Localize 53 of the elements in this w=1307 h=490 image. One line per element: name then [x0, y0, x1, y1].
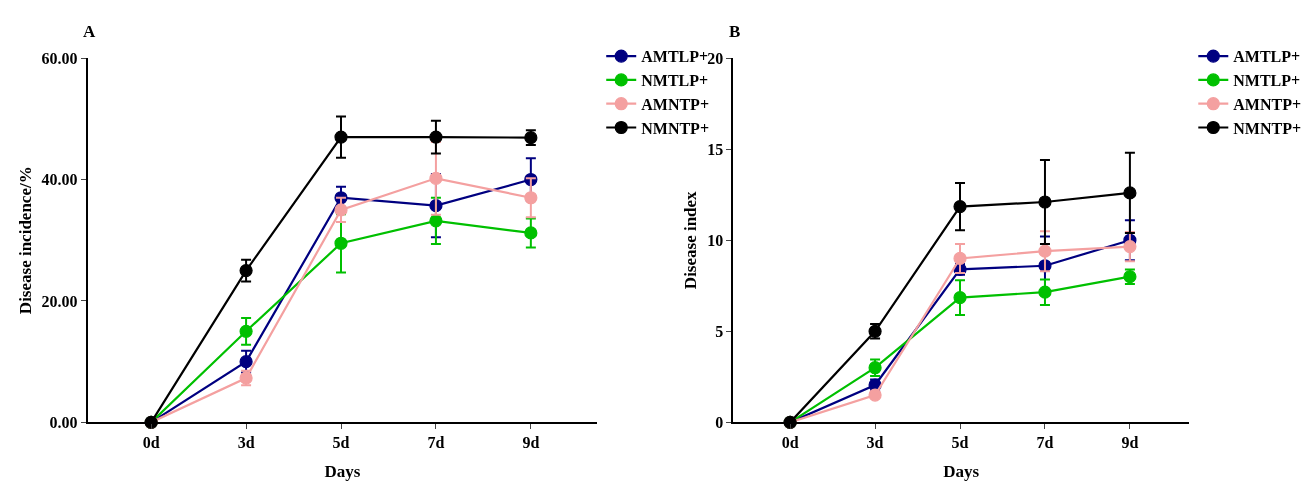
legend-label: AMNTP+: [641, 95, 709, 113]
legend-label: AMNTP+: [1233, 95, 1302, 113]
legend-label: NMNTP+: [641, 119, 709, 137]
x-axis-title: Days: [943, 462, 980, 482]
legend-label: NMNTP+: [1233, 119, 1302, 137]
x-tick-label: 7d: [427, 434, 445, 452]
point: [868, 388, 882, 402]
point: [524, 191, 538, 205]
x-tick-label: 9d: [1121, 434, 1139, 452]
x-tick-label: 3d: [237, 434, 255, 452]
y-tick-label: 20: [707, 49, 724, 67]
y-tick-label: 0.00: [49, 413, 78, 431]
point: [1123, 186, 1137, 200]
point: [953, 199, 967, 214]
point: [1123, 240, 1137, 254]
legend-label: NMTLP+: [641, 72, 709, 90]
point: [1038, 244, 1052, 258]
point: [429, 171, 443, 185]
point: [239, 355, 253, 369]
x-tick-label: 7d: [1036, 434, 1054, 452]
y-axis-title: Disease incidence/%: [15, 166, 35, 315]
chart-title: A: [83, 22, 96, 41]
y-tick-label: 20.00: [41, 292, 78, 310]
y-tick-label: 5: [715, 322, 724, 340]
point: [334, 203, 348, 217]
point: [334, 236, 348, 250]
x-tick-label: 9d: [522, 434, 540, 452]
point: [953, 291, 967, 305]
x-tick-label: 5d: [951, 434, 969, 452]
y-axis-title: Disease index: [681, 190, 701, 290]
chart-title: B: [729, 22, 741, 41]
point: [1038, 195, 1052, 209]
x-tick-label: 0d: [781, 434, 799, 452]
y-tick-label: 40.00: [41, 171, 78, 189]
point: [953, 251, 967, 266]
y-tick-label: 10: [707, 231, 724, 249]
x-tick-label: 5d: [332, 434, 350, 452]
x-axis-title: Days: [324, 462, 361, 482]
y-tick-label: 0: [715, 413, 724, 431]
point: [429, 214, 443, 228]
legend-label: NMTLP+: [1233, 72, 1301, 90]
point: [1038, 285, 1052, 299]
point: [239, 324, 253, 338]
y-tick-label: 60.00: [41, 49, 78, 67]
point: [429, 130, 443, 144]
x-tick-label: 3d: [866, 434, 884, 452]
legend-label: AMTLP+: [1233, 48, 1301, 66]
point: [524, 226, 538, 240]
legend-label: AMTLP+: [641, 48, 709, 66]
point: [334, 130, 348, 144]
x-tick-label: 0d: [142, 434, 160, 452]
point: [239, 264, 253, 278]
y-tick-label: 15: [707, 140, 724, 158]
